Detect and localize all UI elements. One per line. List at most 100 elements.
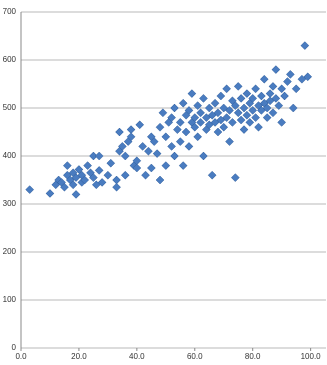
point: [170, 151, 179, 161]
point: [118, 142, 127, 151]
point: [262, 113, 272, 122]
point: [120, 170, 130, 180]
point: [97, 178, 107, 187]
point: [71, 190, 81, 199]
point: [262, 103, 272, 113]
point: [268, 82, 278, 91]
point: [25, 185, 35, 194]
point: [112, 175, 121, 185]
point: [251, 113, 260, 122]
point: [106, 158, 116, 168]
point: [228, 118, 237, 127]
point: [248, 94, 258, 103]
y-tick-label: 700: [3, 7, 17, 16]
x-tick-label: 60.0: [187, 352, 203, 361]
point: [236, 115, 246, 125]
point: [251, 84, 260, 94]
point: [193, 101, 203, 110]
point: [230, 173, 240, 182]
point: [167, 113, 176, 122]
point: [280, 91, 289, 101]
point: [291, 84, 301, 94]
point: [135, 120, 145, 130]
point: [155, 122, 165, 132]
point: [155, 175, 165, 185]
point: [239, 125, 249, 134]
y-tick-label: 200: [3, 247, 17, 256]
point: [248, 106, 258, 115]
point: [236, 94, 246, 103]
point: [199, 151, 208, 161]
point: [161, 132, 171, 142]
point: [225, 137, 234, 146]
point: [89, 173, 98, 182]
x-tick-label: 80.0: [245, 352, 261, 361]
point: [149, 137, 159, 146]
point: [144, 146, 153, 156]
point: [112, 182, 121, 192]
point: [45, 189, 55, 198]
point: [181, 127, 191, 137]
y-tick-label: 500: [3, 103, 17, 112]
point: [83, 161, 92, 170]
point: [161, 161, 171, 170]
point: [178, 161, 188, 170]
point: [213, 127, 223, 137]
point: [80, 175, 90, 185]
point: [193, 132, 203, 142]
x-tick-label: 100.0: [301, 352, 322, 361]
point: [222, 84, 231, 94]
point: [242, 110, 252, 120]
x-tick-label: 20.0: [71, 352, 87, 361]
point: [68, 180, 78, 190]
point: [115, 127, 124, 137]
point: [233, 82, 243, 91]
point: [207, 170, 217, 180]
point: [170, 103, 179, 113]
point: [222, 113, 231, 122]
y-tick-label: 300: [3, 199, 17, 208]
point: [277, 118, 287, 127]
point: [138, 142, 147, 151]
point: [283, 77, 292, 86]
point: [242, 89, 252, 98]
point: [175, 118, 185, 127]
point: [196, 108, 205, 118]
point: [120, 151, 130, 161]
point: [62, 161, 72, 170]
x-tick-label: 0.0: [15, 352, 27, 361]
point: [254, 122, 263, 132]
point: [94, 151, 104, 161]
point: [230, 101, 240, 110]
point: [268, 108, 278, 118]
point: [259, 74, 269, 84]
point: [141, 170, 150, 180]
point: [245, 118, 255, 127]
point: [285, 70, 295, 79]
point: [271, 65, 281, 74]
point: [190, 113, 200, 122]
point: [187, 89, 197, 98]
point: [196, 118, 205, 127]
point: [204, 103, 214, 113]
point: [300, 41, 310, 50]
y-tick-label: 600: [3, 55, 17, 64]
point: [274, 101, 284, 110]
point: [277, 84, 287, 94]
point: [103, 170, 113, 180]
point: [60, 182, 69, 192]
point: [178, 98, 188, 108]
x-tick-label: 40.0: [129, 352, 145, 361]
point: [233, 108, 243, 118]
point: [239, 103, 249, 113]
point: [210, 98, 220, 108]
point: [216, 91, 226, 101]
point: [219, 122, 229, 132]
point: [132, 163, 142, 173]
point: [126, 125, 136, 134]
point: [89, 151, 98, 161]
point: [271, 94, 281, 103]
y-tick-label: 400: [3, 151, 17, 160]
point: [173, 125, 182, 134]
